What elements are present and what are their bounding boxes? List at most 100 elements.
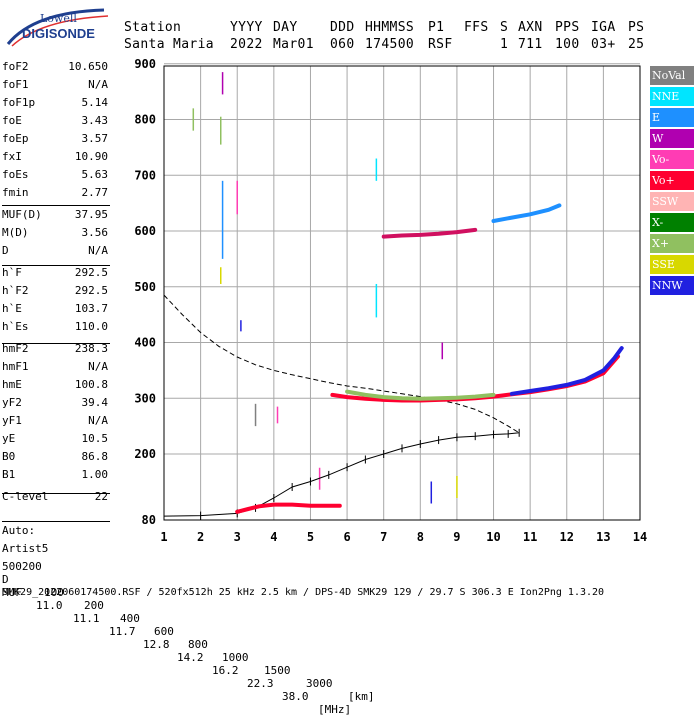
param-value: N/A (88, 360, 108, 373)
param-row: yF1 N/A (2, 412, 108, 430)
param-label: C-level (2, 490, 49, 503)
header-label-hhmmss: HHMMSS (365, 20, 415, 35)
x-tick-label: 7 (380, 530, 387, 544)
header-label-yyyy: YYYY (230, 20, 263, 35)
plot-frame (163, 65, 641, 521)
legend-item-nnw: NNW (650, 276, 694, 295)
header-value-year: 2022 (230, 37, 263, 52)
muf-value: 11.0 (36, 599, 63, 612)
legend-item-e: E (650, 108, 694, 127)
param-value: 3.56 (81, 226, 109, 239)
legend-item-x-plus: X+ (650, 234, 694, 253)
legend-item-noval: NoVal (650, 66, 694, 85)
param-divider (2, 343, 110, 344)
distance-value: 800 (188, 638, 208, 651)
legend-item-sse: SSE (650, 255, 694, 274)
distance-value: 600 (154, 625, 174, 638)
param-label: hmF2 (2, 342, 29, 355)
param-label: B0 (2, 450, 16, 463)
param-row: C-level 22 (2, 488, 108, 506)
x-tick-label: 3 (234, 530, 241, 544)
distance-value: 1000 (222, 651, 249, 664)
header-value-s: 1 (500, 37, 509, 52)
param-label: foEp (2, 132, 29, 145)
x-tick-label: 14 (633, 530, 647, 544)
param-row: foF1p 5.14 (2, 94, 108, 112)
param-row: hmF2 238.3 (2, 340, 108, 358)
param-value: 103.7 (74, 302, 108, 315)
y-axis-ticks: 80 200 300 400 500 600 700 800 900 (134, 57, 156, 527)
x-tick-label: 11 (523, 530, 537, 544)
param-value: 39.4 (81, 396, 109, 409)
param-value: 5.63 (81, 168, 109, 181)
echo-trace (345, 389, 496, 401)
y-tick-label: 300 (134, 391, 156, 405)
y-tick-label: 400 (134, 336, 156, 350)
y-tick-label: 600 (134, 224, 156, 238)
logo-swoosh-icon (6, 8, 109, 47)
profile-line (163, 432, 520, 517)
x-tick-label: 13 (596, 530, 610, 544)
param-divider (2, 265, 110, 266)
chart-grid (163, 63, 641, 521)
auto-version: 500200 (2, 560, 42, 573)
distance-unit: [km] (348, 690, 375, 703)
param-value: 5.14 (81, 96, 109, 109)
param-value: 100.8 (74, 378, 108, 391)
param-row: fxI 10.90 (2, 148, 108, 166)
param-value: N/A (88, 414, 108, 427)
param-row: M(D) 3.56 (2, 224, 108, 242)
ionogram-chart: 1 2 3 4 5 6 7 8 9 10 11 12 13 14 80200300400500600700… (134, 57, 647, 544)
echo-trace (235, 502, 342, 514)
y-tick-label: 200 (134, 447, 156, 461)
param-label: hmF1 (2, 360, 29, 373)
param-label: h`F2 (2, 284, 29, 297)
header-label-day: DAY (273, 20, 298, 35)
param-row: h`Es 110.0 (2, 318, 108, 336)
param-value: N/A (88, 244, 108, 257)
param-label: foE (2, 114, 22, 127)
header-label-ps: PS (628, 20, 645, 35)
param-label: foEs (2, 168, 29, 181)
header-label-station: Station (124, 20, 182, 35)
legend-item-vo-minus: Vo- (650, 150, 694, 169)
noise-echoes (192, 72, 458, 504)
x-tick-label: 12 (560, 530, 574, 544)
x-tick-label: 2 (197, 530, 204, 544)
param-label: h`E (2, 302, 22, 315)
x-tick-label: 4 (270, 530, 277, 544)
x-tick-label: 8 (417, 530, 424, 544)
param-row: B1 1.00 (2, 466, 108, 484)
param-value: 10.650 (68, 60, 108, 73)
header-value-axn: 711 (518, 37, 543, 52)
param-label: foF2 (2, 60, 29, 73)
param-label: B1 (2, 468, 16, 481)
param-row: foF2 10.650 (2, 58, 108, 76)
legend-item-vo-plus: Vo+ (650, 171, 694, 190)
header-label-ddd: DDD (330, 20, 355, 35)
distance-label: D (2, 573, 9, 586)
distance-value: 3000 (306, 677, 333, 690)
auto-label: Auto: (2, 524, 36, 537)
param-label: fxI (2, 150, 22, 163)
y-tick-label: 800 (134, 113, 156, 127)
param-label: fmin (2, 186, 29, 199)
echo-trace (381, 227, 478, 239)
header-label-pps: PPS (555, 20, 580, 35)
param-row: yE 10.5 (2, 430, 108, 448)
distance-value: 1500 (264, 664, 291, 677)
muf-value: 14.2 (177, 651, 204, 664)
muf-value: 38.0 (282, 690, 309, 703)
param-value: 292.5 (74, 284, 108, 297)
echo-trace (491, 203, 562, 223)
param-label: yF1 (2, 414, 22, 427)
param-value: 3.43 (81, 114, 109, 127)
chart-traces (163, 203, 624, 521)
header-label-s: S (500, 20, 509, 35)
param-value: 10.5 (81, 432, 109, 445)
header-label-iga: IGA (591, 20, 616, 35)
legend: NoVal NNE E W Vo- Vo+ SSW X- X+ SSE NNW (650, 66, 694, 297)
y-tick-label: 700 (134, 168, 156, 182)
header-value-pps: 100 (555, 37, 580, 52)
muf-value: 11.1 (73, 612, 100, 625)
